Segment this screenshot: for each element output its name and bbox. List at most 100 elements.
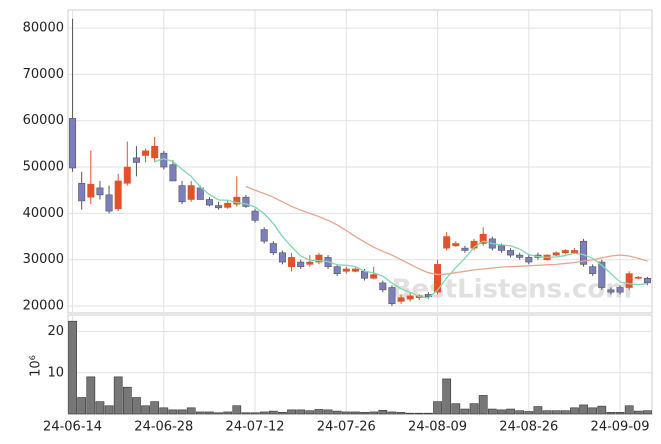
candle-body xyxy=(379,282,387,291)
volume-bar xyxy=(633,410,643,415)
candle-body xyxy=(242,196,250,207)
candle-body xyxy=(434,264,442,293)
candle-body xyxy=(443,236,451,249)
volume-bar xyxy=(86,376,96,415)
candle-body xyxy=(333,266,341,274)
volume-bar xyxy=(460,408,470,415)
volume-bar xyxy=(205,411,214,415)
volume-bar xyxy=(442,378,452,415)
volume-bar xyxy=(195,411,205,415)
volume-bar xyxy=(570,407,579,415)
candle-body xyxy=(87,183,95,198)
candle-body xyxy=(215,205,223,209)
volume-bar xyxy=(259,411,269,415)
volume-bar xyxy=(241,412,251,415)
volume-bar xyxy=(314,409,324,415)
volume-bar xyxy=(387,411,397,415)
y-tick-label: 20000 xyxy=(23,299,64,314)
x-tick-label: 24-06-28 xyxy=(134,420,193,435)
volume-bar xyxy=(643,410,652,415)
volume-bar xyxy=(141,405,150,415)
volume-bar xyxy=(606,412,616,415)
volume-bar xyxy=(150,401,160,415)
volume-bar xyxy=(186,407,196,415)
volume-bar xyxy=(77,397,87,415)
candle-body xyxy=(187,185,195,200)
watermark: BestListens.com xyxy=(392,275,633,305)
candle-body xyxy=(278,252,286,263)
volume-bar xyxy=(268,410,278,415)
volume-bar xyxy=(378,409,388,415)
candle-body xyxy=(69,118,77,169)
volume-bar xyxy=(369,411,379,415)
candle-body xyxy=(643,277,651,284)
candle-body xyxy=(224,202,232,208)
volume-bar xyxy=(588,407,598,415)
candle-body xyxy=(406,295,414,300)
candle-body xyxy=(169,164,177,182)
volume-bar xyxy=(506,408,515,415)
volume-bar xyxy=(177,409,187,415)
volume-bar xyxy=(515,410,525,415)
volume-bar xyxy=(250,412,260,415)
volume-bar xyxy=(469,403,479,415)
volume-bar xyxy=(424,412,433,415)
volume-bar xyxy=(223,411,233,415)
moving-average-line xyxy=(245,185,648,276)
volume-bar xyxy=(341,411,351,415)
candle-body xyxy=(315,254,323,263)
volume-bar xyxy=(624,405,634,415)
x-tick-label: 24-06-14 xyxy=(43,420,102,435)
candle-body xyxy=(306,261,314,265)
price-panel xyxy=(67,9,653,314)
candle-body xyxy=(178,185,186,203)
candle-body xyxy=(233,196,241,205)
volume-bar xyxy=(287,409,296,415)
volume-bar xyxy=(497,409,506,415)
volume-bar xyxy=(579,404,588,415)
volume-bar xyxy=(168,409,178,415)
volume-bar xyxy=(560,410,570,415)
candle-body xyxy=(251,210,259,221)
candle-body xyxy=(78,182,86,202)
volume-bar xyxy=(524,411,534,415)
volume-bar xyxy=(533,406,543,415)
volume-bar xyxy=(451,403,461,415)
candle-body xyxy=(607,289,615,293)
candle-body xyxy=(461,247,469,251)
candle-body xyxy=(288,257,296,267)
y-tick-label: 70000 xyxy=(23,67,64,82)
candle-body xyxy=(342,268,350,272)
candle-body xyxy=(507,250,515,256)
candle-body xyxy=(114,180,122,210)
candle-body xyxy=(516,254,524,258)
candle-body xyxy=(589,266,597,274)
candle-body xyxy=(598,261,606,288)
volume-bar xyxy=(414,412,424,415)
y-tick-label: 60000 xyxy=(23,113,64,128)
volume-bar xyxy=(113,376,123,415)
volume-bar xyxy=(478,395,488,415)
volume-bar xyxy=(214,412,223,415)
candle-body xyxy=(96,187,104,196)
candle-body xyxy=(142,150,150,156)
candle-body xyxy=(269,243,277,254)
volume-bar xyxy=(305,410,315,415)
y-tick-label: 50000 xyxy=(23,160,64,175)
volume-panel xyxy=(67,314,653,415)
volume-bar xyxy=(615,412,625,415)
x-tick-label: 24-08-26 xyxy=(499,420,558,435)
candle-body xyxy=(151,145,159,159)
x-tick-label: 24-07-26 xyxy=(317,420,376,435)
y-tick-label: 40000 xyxy=(23,206,64,221)
candle-body xyxy=(370,274,378,279)
volume-bar xyxy=(278,412,287,415)
candle-body xyxy=(634,277,642,279)
candle-body xyxy=(561,250,569,254)
candle-body xyxy=(625,273,633,288)
volume-bar xyxy=(332,410,342,415)
candle-body xyxy=(479,233,487,244)
y-tick-label: 80000 xyxy=(23,21,64,36)
candle-body xyxy=(196,187,204,200)
